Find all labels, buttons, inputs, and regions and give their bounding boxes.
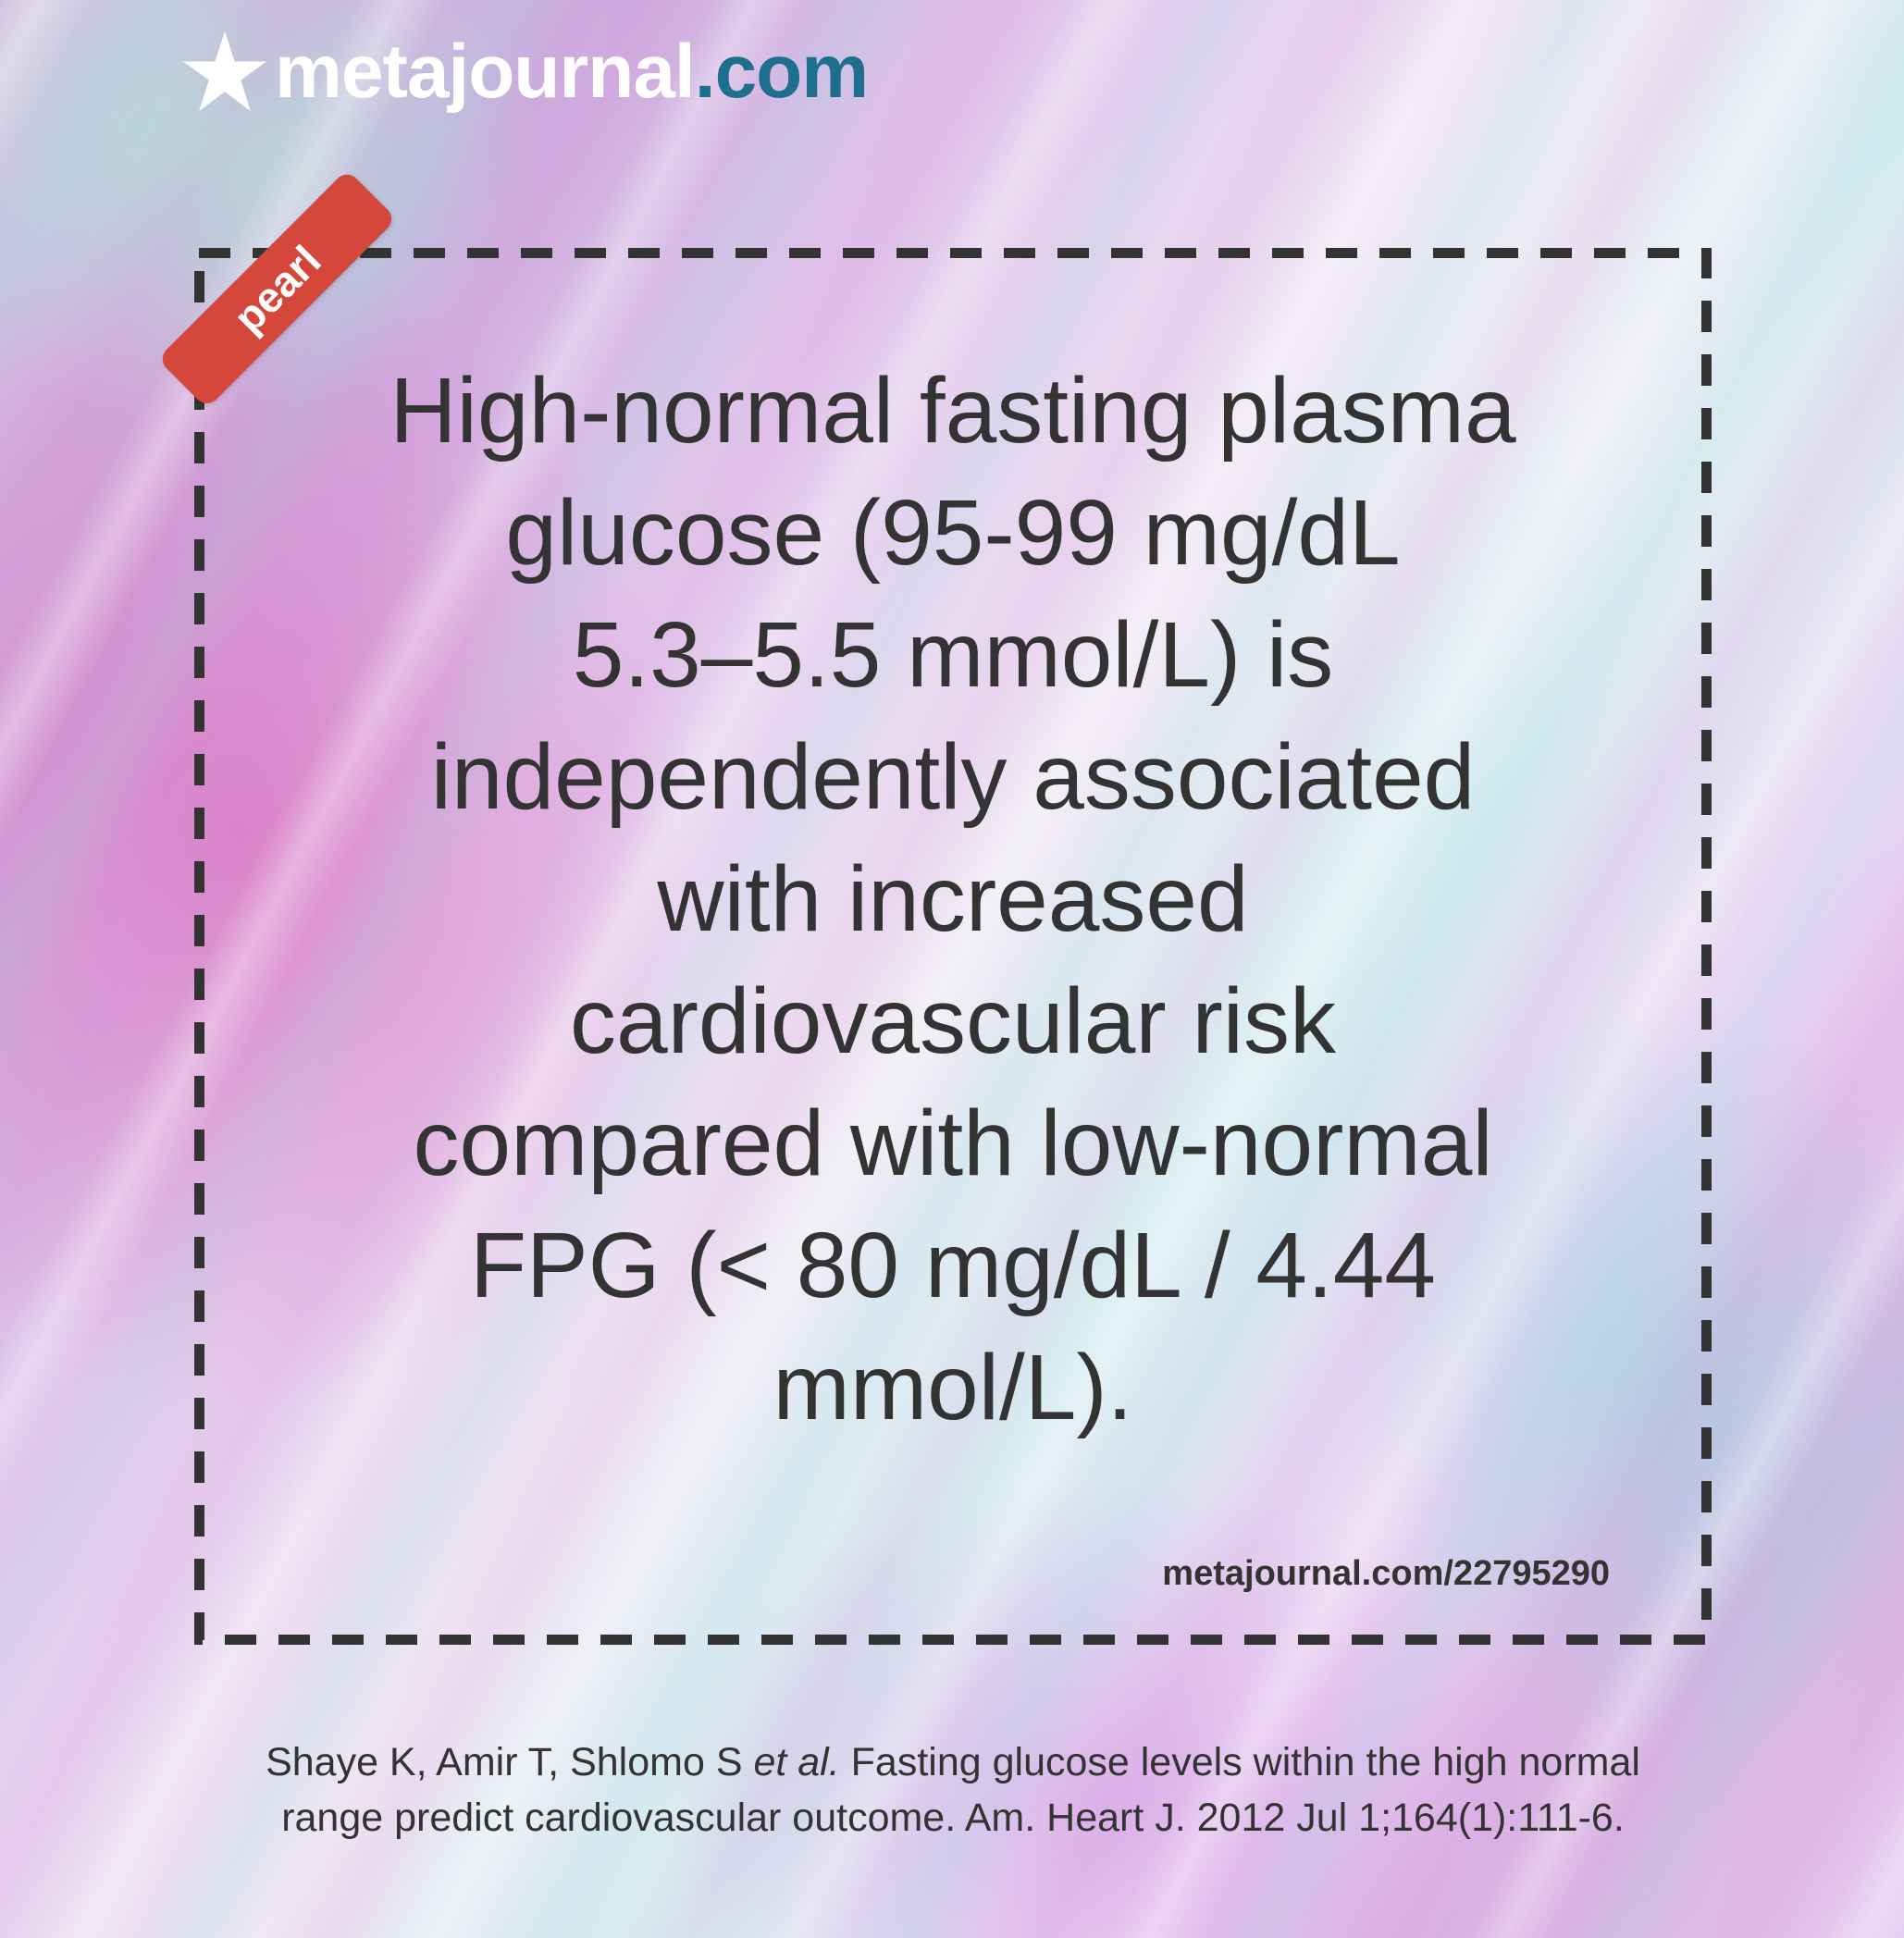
quote-line: mmol/L). — [773, 1336, 1133, 1439]
star-icon — [182, 31, 267, 112]
brand-logo[interactable]: metajournal .com — [180, 28, 869, 117]
citation-authors: Shaye K, Amir T, Shlomo S — [266, 1740, 743, 1784]
brand-name: metajournal — [275, 30, 696, 114]
quote-line: 5.3–5.5 mmol/L) is — [572, 603, 1334, 707]
quote-line: with increased — [657, 847, 1249, 951]
pearl-link[interactable]: metajournal.com/22795290 — [1162, 1554, 1610, 1593]
quote-line: FPG (< 80 mg/dL / 4.44 — [469, 1214, 1437, 1317]
citation-line-1: Shaye K, Amir T, Shlomo S et al. Fasting… — [139, 1734, 1767, 1790]
quote-line: independently associated — [430, 725, 1476, 829]
citation-title: Fasting glucose levels within the high n… — [850, 1740, 1640, 1784]
citation: Shaye K, Amir T, Shlomo S et al. Fasting… — [139, 1734, 1767, 1845]
quote-line: cardiovascular risk — [569, 969, 1337, 1073]
quote-frame — [194, 248, 1712, 1645]
citation-et-al: et al. — [753, 1740, 840, 1784]
brand-tld: .com — [694, 30, 869, 114]
dashed-border — [194, 248, 1712, 1645]
pearl-quote: High-normal fasting plasma glucose (95-9… — [305, 350, 1601, 1449]
quote-line: glucose (95-99 mg/dL — [505, 481, 1401, 585]
quote-line: High-normal fasting plasma — [389, 359, 1516, 463]
quote-line: compared with low-normal — [413, 1092, 1493, 1195]
citation-line-2: range predict cardiovascular outcome. Am… — [281, 1796, 1625, 1840]
